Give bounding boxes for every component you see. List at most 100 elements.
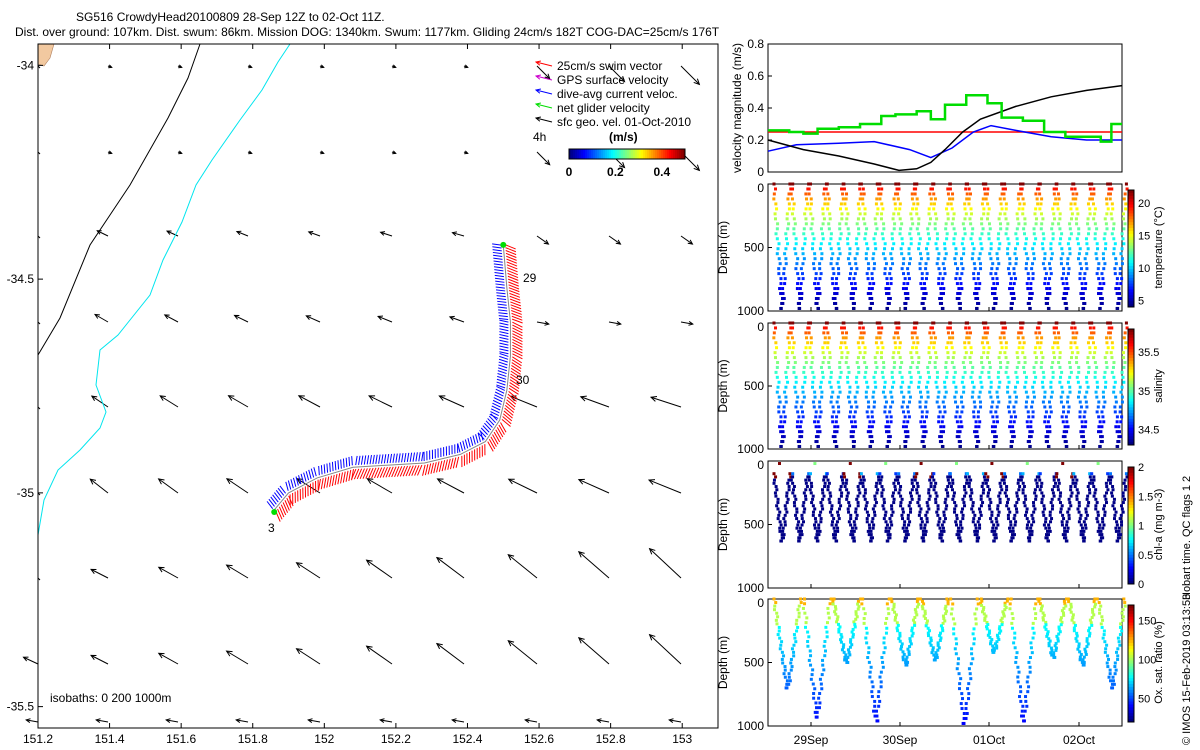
qc-flags-label: Hobart time. QC flags 1 2: [1181, 476, 1193, 600]
profile-point: [902, 420, 906, 424]
profile-point: [926, 380, 930, 384]
profile-point: [917, 370, 921, 374]
profile-point: [932, 341, 936, 345]
profile-point: [1010, 440, 1014, 444]
profile-point: [961, 361, 965, 365]
profile-point: [1084, 652, 1088, 656]
profile-point: [895, 326, 899, 330]
profile-point: [1112, 517, 1116, 521]
profile-point: [1002, 331, 1006, 335]
profile-point: [872, 267, 876, 271]
profile-point: [971, 365, 975, 369]
profile-point: [854, 400, 858, 404]
profile-point: [1033, 507, 1037, 511]
profile-colorbar-cell: [1128, 427, 1134, 431]
profile-point: [818, 385, 822, 389]
dac-vector: [266, 501, 274, 509]
profile-point: [797, 292, 801, 296]
profile-point: [882, 222, 886, 226]
profile-point: [1092, 331, 1096, 335]
profile-xtick-label: 02Oct: [1063, 733, 1096, 747]
profile-point: [1073, 187, 1077, 191]
dac-vector: [492, 402, 501, 408]
profile-point: [835, 415, 839, 419]
profile-point: [978, 282, 982, 286]
profile-point: [881, 665, 885, 669]
profile-point: [879, 356, 883, 360]
profile-point: [1123, 601, 1127, 605]
profile-point: [909, 642, 913, 646]
profile-point: [881, 346, 885, 350]
profile-colorbar-cell: [1128, 616, 1134, 621]
profile-point: [816, 435, 820, 439]
profile-point: [941, 277, 945, 281]
profile-point: [818, 267, 822, 271]
profile-point: [1068, 252, 1072, 256]
profile-point: [939, 631, 943, 635]
geo-arrow: [295, 648, 321, 665]
profile-point: [775, 622, 779, 626]
profile-point: [1006, 405, 1010, 409]
profile-point: [906, 517, 910, 521]
profile-point: [1022, 365, 1026, 369]
profile-point: [1097, 601, 1101, 605]
profile-point: [942, 267, 946, 271]
profile-point: [1086, 222, 1090, 226]
profile-point: [1093, 370, 1097, 374]
profile-point: [916, 341, 920, 345]
profile-point: [1115, 282, 1119, 286]
profile-point: [995, 252, 999, 256]
profile-point: [815, 710, 819, 714]
profile-point: [869, 430, 873, 434]
profile-point: [1050, 488, 1054, 492]
profile-point: [1052, 202, 1056, 206]
map-colorbar-cell: [669, 149, 672, 159]
profile-point: [1054, 336, 1058, 340]
profile-point: [924, 415, 928, 419]
profile-point: [823, 202, 827, 206]
profile-point: [984, 197, 988, 201]
profile-point: [849, 517, 853, 521]
profile-point: [1059, 618, 1063, 622]
profile-point: [1075, 222, 1079, 226]
profile-point: [853, 395, 857, 399]
profile-point: [962, 712, 966, 716]
profile-point: [874, 341, 878, 345]
profile-point: [833, 425, 837, 429]
profile-point: [987, 222, 991, 226]
profile-point: [1052, 651, 1056, 655]
profile-point: [950, 607, 954, 611]
profile-point: [1014, 400, 1018, 404]
profile-point: [1008, 526, 1012, 530]
profile-point: [1088, 472, 1092, 476]
profile-colorbar-cell: [1128, 363, 1134, 368]
profile-point: [941, 629, 945, 633]
profile-point: [881, 375, 885, 379]
profile-point: [801, 390, 805, 394]
map-colorbar-cell: [647, 149, 650, 159]
profile-point: [976, 297, 980, 301]
profile-point: [929, 485, 933, 489]
profile-point: [776, 507, 780, 511]
profile-point: [1000, 616, 1004, 620]
swim-vector: [436, 461, 440, 473]
dac-vector: [488, 415, 496, 424]
profile-ytick-label: 1000: [737, 442, 764, 456]
profile-point: [1116, 444, 1120, 448]
profile-point: [925, 517, 929, 521]
profile-point: [1082, 663, 1086, 667]
profile-point: [826, 202, 830, 206]
profile-point: [829, 494, 833, 498]
profile-point: [1088, 351, 1092, 355]
profile-point: [873, 714, 877, 718]
swim-vector: [512, 353, 523, 360]
profile-point: [901, 655, 905, 659]
geo-arrow: [596, 718, 610, 723]
profile-point: [931, 648, 935, 652]
profile-point: [1095, 365, 1099, 369]
profile-point: [901, 526, 905, 530]
profile-point: [913, 331, 917, 335]
profile-point: [937, 520, 941, 524]
profile-point: [901, 380, 905, 384]
profile-colorbar-cell: [1128, 683, 1134, 688]
